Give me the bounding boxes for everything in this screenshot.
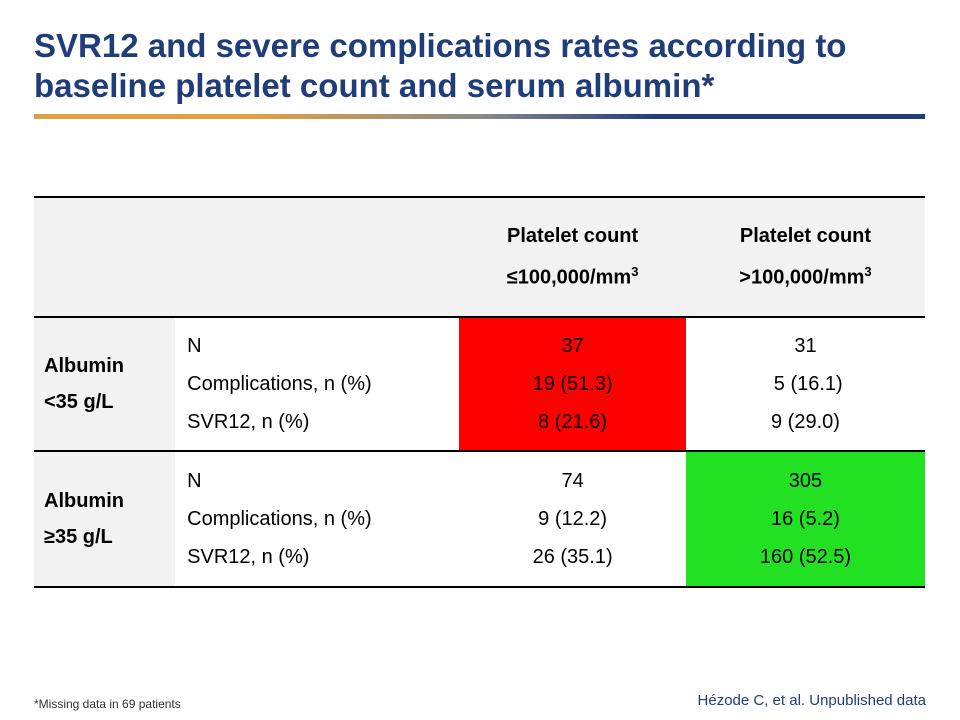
- results-table: Platelet count ≤100,000/mm3 Platelet cou…: [34, 196, 925, 588]
- table-header-row: Platelet count ≤100,000/mm3 Platelet cou…: [34, 196, 925, 318]
- row-label-line2: ≥35 g/L: [44, 526, 113, 548]
- metric-label-complications: Complications, n (%): [187, 508, 372, 530]
- cell-low-albumin-high-platelet: 31 5 (16.1) 9 (29.0): [685, 317, 925, 452]
- cell-high-albumin-low-platelet: 74 9 (12.2) 26 (35.1): [459, 451, 686, 588]
- row-label-albumin-low: Albumin <35 g/L: [34, 317, 176, 452]
- row-label-line1: Albumin: [44, 355, 124, 377]
- header-platelet-low-sup: 3: [631, 264, 639, 280]
- source-citation: Hézode C, et al. Unpublished data: [697, 692, 926, 709]
- header-platelet-low: Platelet count ≤100,000/mm3: [459, 196, 686, 318]
- value-n: 31: [794, 335, 817, 357]
- metric-label-n: N: [187, 470, 202, 492]
- header-platelet-high: Platelet count >100,000/mm3: [685, 196, 925, 318]
- value-svr12: 26 (35.1): [532, 546, 613, 568]
- metric-label-n: N: [187, 335, 202, 357]
- row-label-albumin-high: Albumin ≥35 g/L: [34, 451, 176, 588]
- cell-low-albumin-low-platelet: 37 19 (51.3) 8 (21.6): [459, 317, 686, 452]
- header-platelet-high-line1: Platelet count: [739, 225, 872, 248]
- table-row: Albumin ≥35 g/L N Complications, n (%) S…: [34, 451, 925, 588]
- title-divider: [34, 114, 925, 119]
- value-complications: 9 (12.2): [538, 508, 608, 530]
- value-complications: 16 (5.2): [771, 508, 840, 530]
- value-n: 74: [561, 470, 584, 492]
- footnote: *Missing data in 69 patients: [34, 697, 181, 711]
- metric-label-svr12: SVR12, n (%): [187, 546, 310, 568]
- value-svr12: 160 (52.5): [759, 546, 852, 568]
- header-platelet-low-line2: ≤100,000/mm: [506, 266, 632, 289]
- cell-high-albumin-high-platelet: 305 16 (5.2) 160 (52.5): [685, 451, 925, 588]
- header-platelet-low-line1: Platelet count: [507, 225, 639, 248]
- value-svr12: 8 (21.6): [538, 411, 608, 433]
- row-label-line1: Albumin: [44, 490, 124, 512]
- row-label-line2: <35 g/L: [44, 391, 114, 413]
- header-empty-cell: [175, 196, 460, 318]
- metric-label-svr12: SVR12, n (%): [187, 411, 310, 433]
- value-complications: 5 (16.1): [768, 373, 843, 395]
- header-empty-cell: [34, 196, 176, 318]
- table-row: Albumin <35 g/L N Complications, n (%) S…: [34, 317, 925, 452]
- value-n: 37: [561, 335, 584, 357]
- metric-labels: N Complications, n (%) SVR12, n (%): [175, 451, 460, 588]
- metric-label-complications: Complications, n (%): [187, 373, 372, 395]
- value-complications: 19 (51.3): [532, 373, 613, 395]
- header-platelet-high-line2: >100,000/mm: [739, 266, 865, 289]
- header-platelet-high-sup: 3: [864, 264, 872, 280]
- slide-title: SVR12 and severe complications rates acc…: [34, 27, 847, 104]
- value-n: 305: [788, 470, 823, 492]
- value-svr12: 9 (29.0): [771, 411, 840, 433]
- metric-labels: N Complications, n (%) SVR12, n (%): [175, 317, 460, 452]
